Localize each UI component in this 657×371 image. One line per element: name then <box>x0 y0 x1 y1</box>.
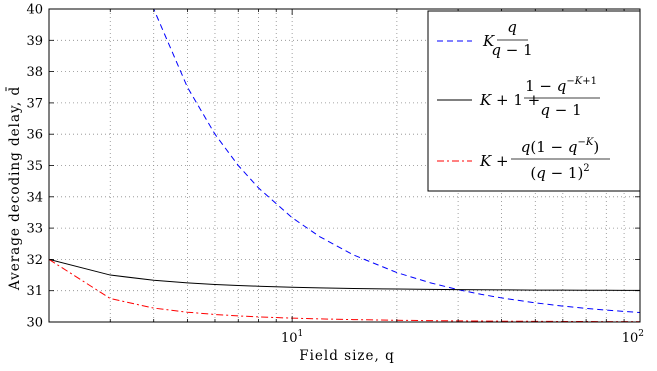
svg-text:q − 1: q − 1 <box>491 41 532 59</box>
legend-box <box>427 10 641 192</box>
y-tick-label: 36 <box>26 128 43 143</box>
y-tick-label: 38 <box>26 65 43 80</box>
y-tick-label: 40 <box>26 3 43 18</box>
y-tick-label: 33 <box>26 222 43 237</box>
y-tick-label: 35 <box>26 159 43 174</box>
y-axis-label: Average decoding delay, d̄ <box>6 86 23 291</box>
y-tick-label: 34 <box>26 190 43 205</box>
y-tick-label: 39 <box>26 34 43 49</box>
svg-text:q − 1: q − 1 <box>540 101 581 119</box>
y-tick-label: 31 <box>26 284 43 299</box>
svg-text:K +: K + <box>479 152 509 170</box>
ticks: 30 31 32 33 34 35 36 37 38 39 40 101 102 <box>26 3 644 347</box>
series-line-1 <box>153 9 640 314</box>
svg-text:q: q <box>507 18 517 36</box>
svg-text:(q − 1)2: (q − 1)2 <box>530 163 589 182</box>
y-tick-label: 32 <box>26 253 43 268</box>
svg-text:K: K <box>482 32 495 50</box>
x-axis-label: Field size, q <box>299 348 395 364</box>
y-tick-label: 37 <box>26 96 43 111</box>
x-tick-label: 102 <box>622 329 644 346</box>
y-tick-label: 30 <box>26 316 43 331</box>
svg-text:K + 1 +: K + 1 + <box>479 91 540 109</box>
series-line-2 <box>49 258 640 291</box>
x-tick-label: 101 <box>281 329 303 346</box>
legend-entry-series-1: K q q − 1 <box>482 18 533 59</box>
legend: K q q − 1 K + 1 + 1 − q−K+1 q − 1 K + q(… <box>427 10 641 192</box>
